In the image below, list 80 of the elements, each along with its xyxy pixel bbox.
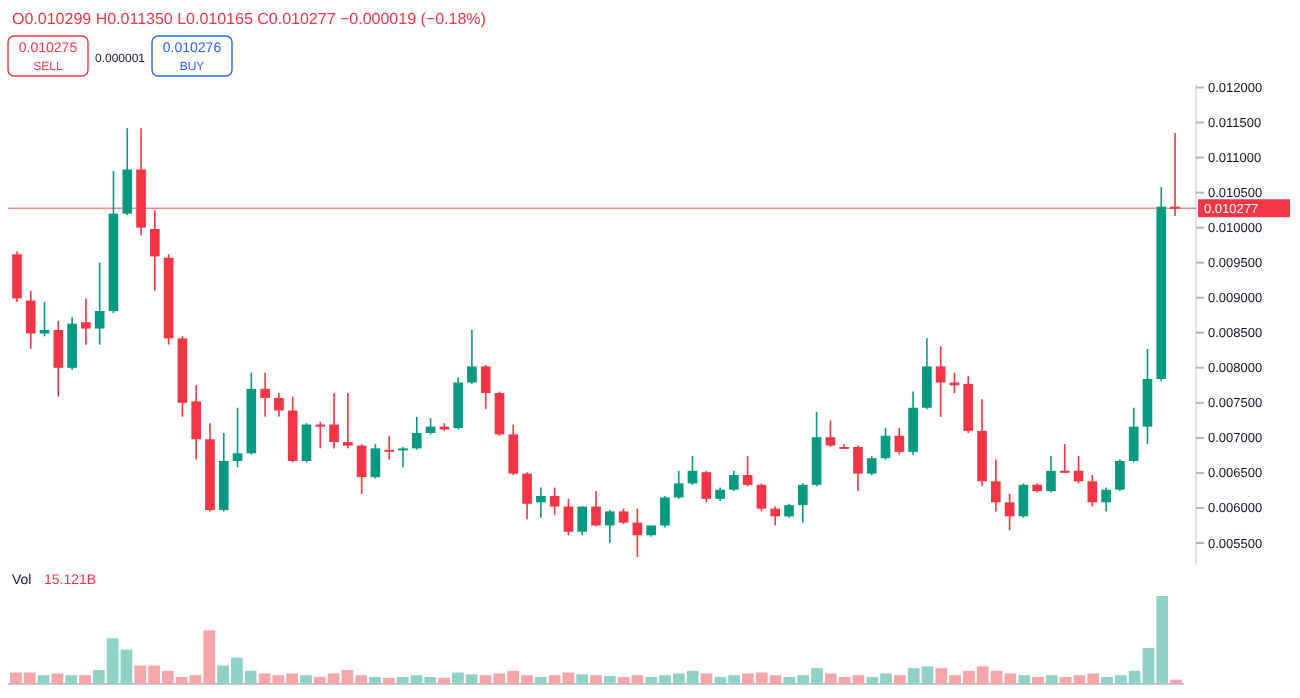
candlestick bbox=[742, 455, 753, 488]
candlestick bbox=[935, 345, 946, 418]
candlestick bbox=[315, 420, 326, 450]
bar bbox=[382, 677, 395, 684]
bar bbox=[51, 673, 64, 684]
candlestick bbox=[12, 250, 22, 303]
candlestick bbox=[301, 422, 312, 464]
candlestick bbox=[1046, 455, 1056, 494]
bar bbox=[893, 675, 906, 684]
candlestick bbox=[343, 392, 353, 450]
text: O0.010299 H0.011350 L0.010165 C0.010277 −0.000019 (−0.18%) bbox=[12, 10, 487, 28]
candlestick bbox=[811, 411, 822, 488]
candlestick bbox=[1018, 482, 1029, 519]
candlestick bbox=[522, 471, 532, 520]
candlestick bbox=[577, 505, 588, 537]
bar bbox=[590, 675, 602, 684]
candlestick bbox=[756, 482, 767, 513]
candlestick bbox=[1087, 474, 1098, 508]
candlestick bbox=[1004, 493, 1015, 532]
candlestick bbox=[536, 486, 546, 519]
candlestick bbox=[1170, 132, 1180, 217]
candlestick bbox=[549, 486, 560, 516]
candlestick bbox=[191, 384, 202, 461]
candlestick bbox=[660, 495, 670, 529]
bar bbox=[65, 675, 78, 684]
candlestick bbox=[1128, 406, 1139, 464]
candlestick bbox=[922, 337, 932, 410]
candlestick bbox=[853, 444, 863, 492]
bar bbox=[438, 677, 450, 684]
bar bbox=[534, 676, 547, 684]
bar bbox=[79, 675, 91, 684]
candlestick bbox=[729, 470, 739, 492]
bar bbox=[37, 675, 50, 684]
candlestick bbox=[122, 127, 133, 216]
bar bbox=[1018, 675, 1031, 684]
candlestick bbox=[25, 289, 36, 350]
candlestick bbox=[150, 209, 160, 292]
candlestick bbox=[370, 443, 381, 480]
candlestick bbox=[232, 406, 243, 469]
candlestick bbox=[494, 390, 505, 437]
candlestick bbox=[1142, 348, 1153, 445]
bar bbox=[369, 676, 381, 684]
candlestick bbox=[467, 329, 477, 385]
candlestick bbox=[356, 443, 367, 495]
candlestick bbox=[908, 390, 918, 456]
candlestick bbox=[480, 364, 491, 410]
bar bbox=[300, 675, 312, 684]
candlestick bbox=[701, 470, 712, 504]
candlestick bbox=[398, 446, 408, 469]
candlestick bbox=[866, 455, 877, 476]
candlestick bbox=[1101, 486, 1111, 513]
candlestick bbox=[260, 371, 270, 418]
candlestick bbox=[329, 392, 339, 450]
candlestick bbox=[673, 470, 684, 500]
candlestick bbox=[770, 505, 781, 527]
candlestick bbox=[894, 427, 905, 456]
candlestick bbox=[563, 498, 574, 537]
candlestick bbox=[591, 490, 601, 527]
candlestick bbox=[53, 320, 64, 398]
candlestick bbox=[508, 423, 519, 476]
bar bbox=[576, 674, 589, 684]
candlestick bbox=[274, 392, 284, 418]
candlestick bbox=[963, 375, 974, 434]
candlestick bbox=[94, 261, 105, 346]
candlestick bbox=[411, 416, 422, 451]
bar bbox=[700, 673, 713, 684]
candlestick bbox=[990, 458, 1001, 513]
candlestick bbox=[1115, 458, 1125, 492]
candlestick bbox=[453, 376, 463, 431]
bar bbox=[1032, 676, 1044, 684]
candlestick bbox=[1059, 443, 1070, 473]
candlestick bbox=[880, 427, 891, 461]
candlestick bbox=[81, 297, 91, 346]
candlestick bbox=[604, 509, 615, 544]
bar bbox=[1045, 675, 1058, 684]
candlestick bbox=[825, 419, 836, 448]
bar bbox=[603, 676, 616, 684]
candlestick bbox=[797, 482, 808, 524]
candlestick bbox=[67, 316, 77, 371]
candlestick bbox=[384, 434, 395, 461]
